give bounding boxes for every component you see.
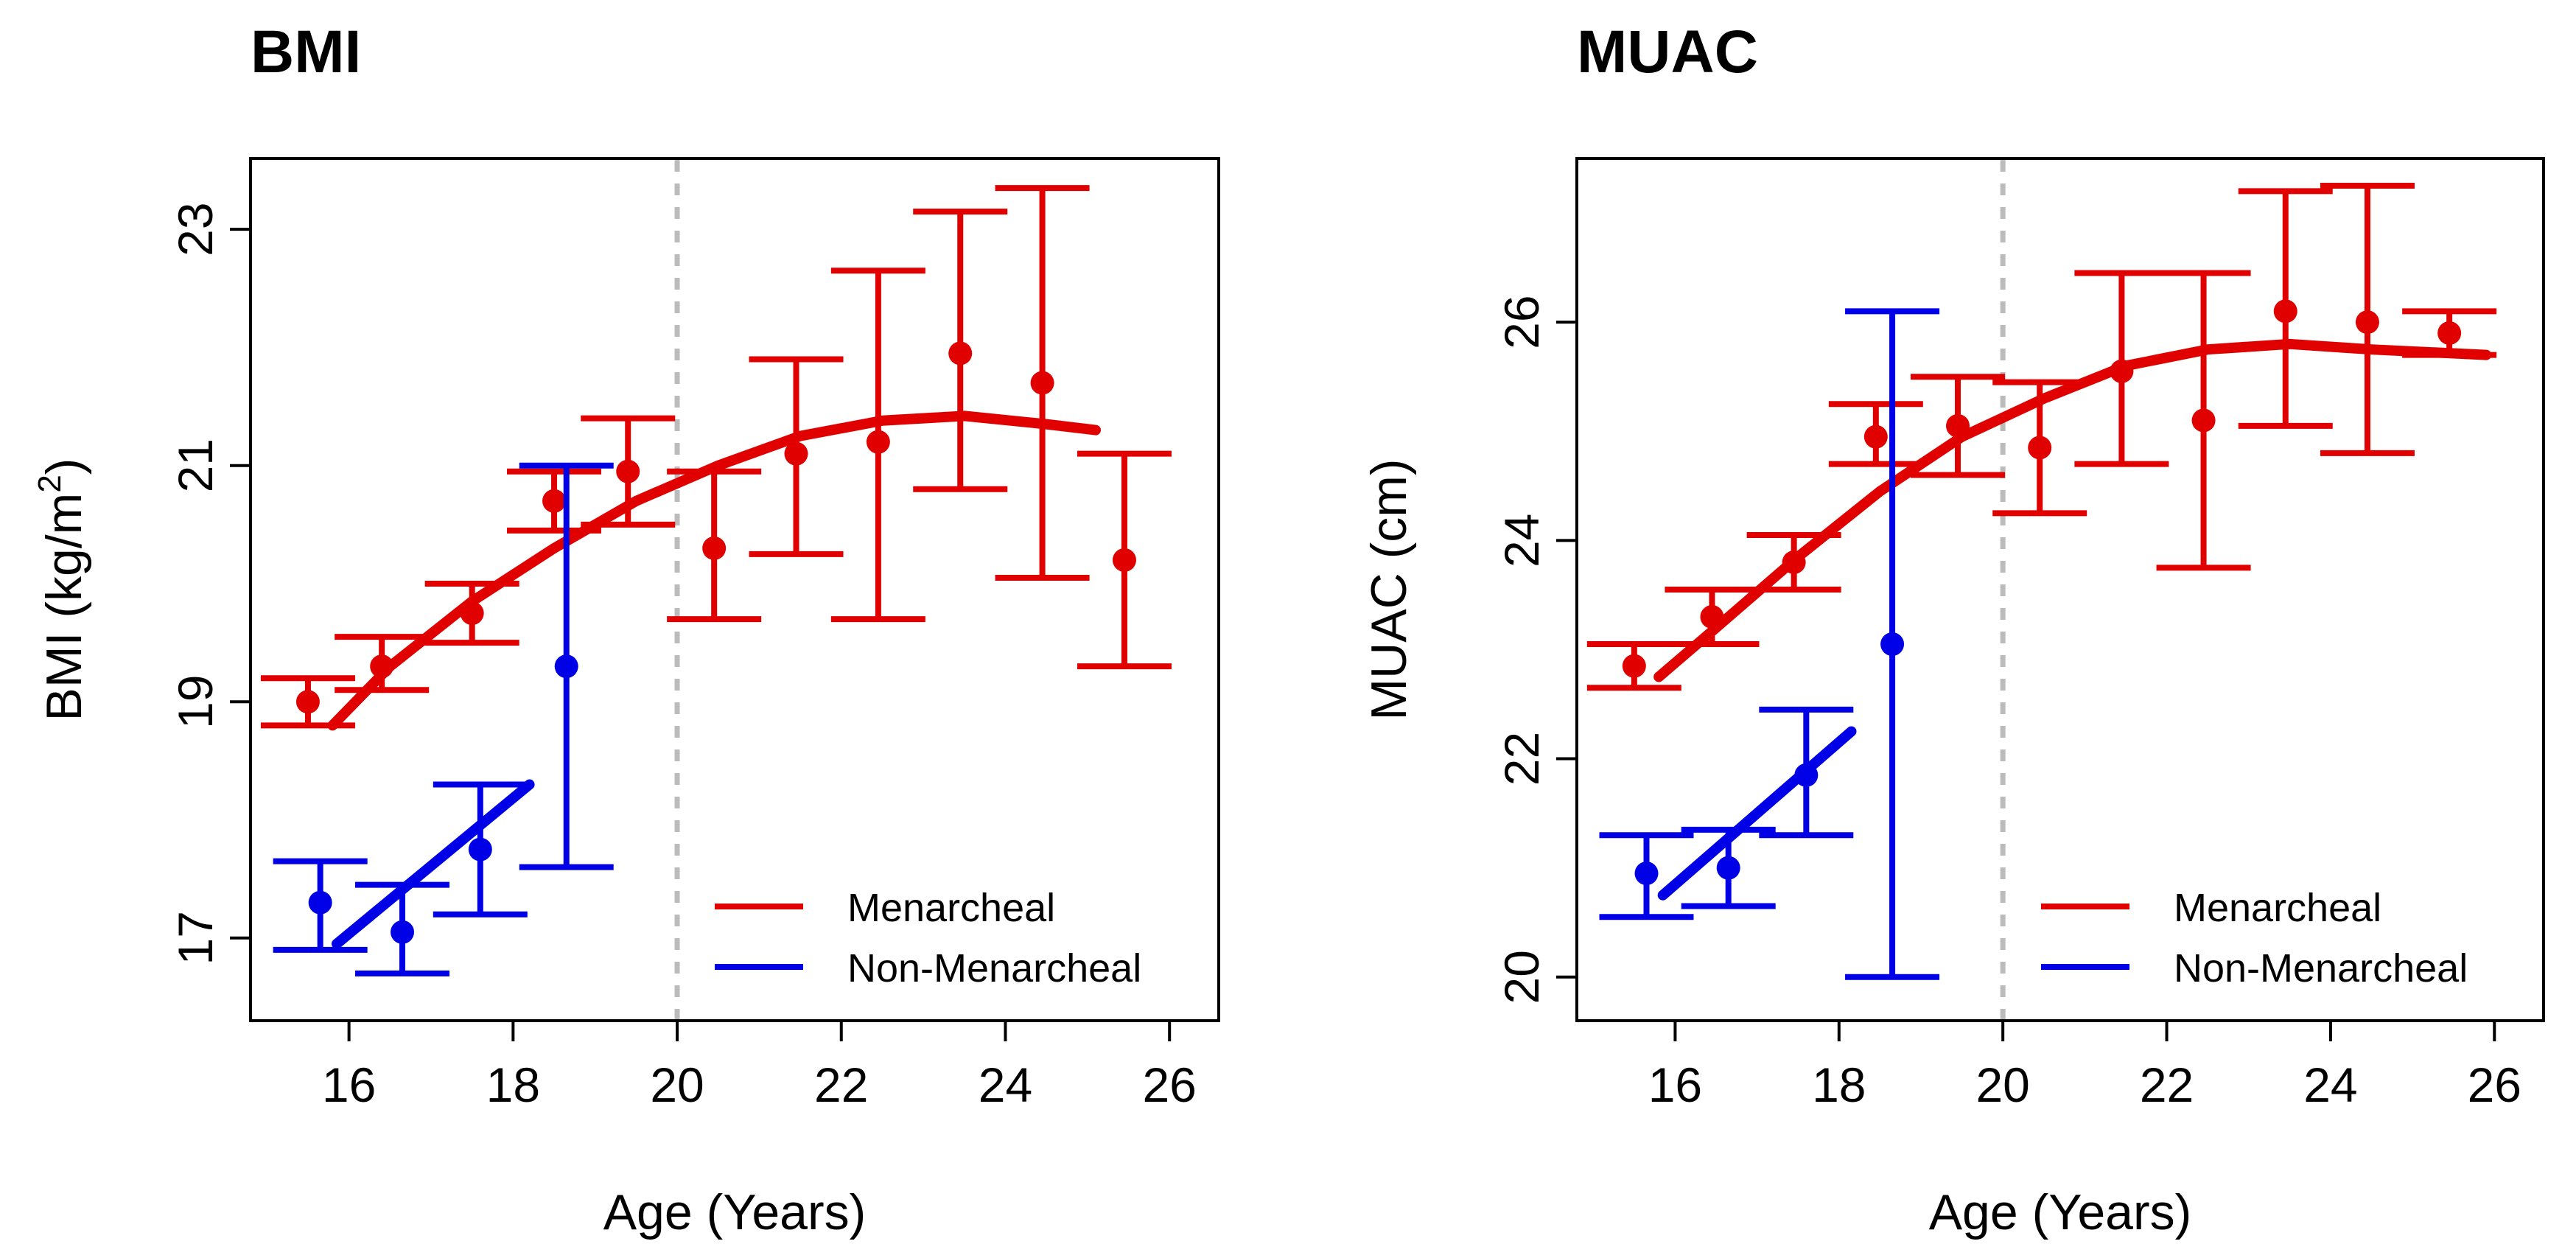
muac-y-axis: 20 22 24 26 <box>1494 295 1577 1004</box>
muac-menarcheal-point-2 <box>1700 605 1724 629</box>
bmi-chart: BMI 16 18 20 22 24 26 17 19 21 23 Age (Years) BM… <box>32 18 1220 1240</box>
bmi-menarcheal-point-5 <box>616 459 640 483</box>
bmi-x-tick-label-18: 18 <box>486 1058 540 1112</box>
bmi-menarcheal-point-6 <box>702 536 727 560</box>
bmi-menarcheal-point-3 <box>460 601 484 626</box>
muac-non-menarcheal-fit-line <box>1657 726 1857 901</box>
muac-x-tick-label-16: 16 <box>1648 1058 1702 1112</box>
muac-x-tick-label-20: 20 <box>1975 1058 2029 1112</box>
bmi-legend: Menarcheal Non-Menarcheal <box>715 886 1141 990</box>
bmi-marks <box>260 185 1172 976</box>
muac-non-menarcheal-point-4 <box>1880 632 1905 657</box>
muac-menarcheal-fit-line <box>1653 338 2492 682</box>
muac-non-menarcheal-point-3 <box>1794 763 1819 787</box>
muac-menarcheal-point-9 <box>2273 299 2297 324</box>
muac-menarcheal-point-11 <box>2437 321 2462 345</box>
bmi-y-axis-label: BMI (kg/m2) <box>32 458 92 721</box>
muac-y-tick-label-22: 22 <box>1494 732 1549 786</box>
bmi-y-axis: 17 19 21 23 <box>168 202 251 965</box>
bmi-x-tick-label-22: 22 <box>814 1058 868 1112</box>
bmi-y-tick-label-17: 17 <box>168 911 223 965</box>
muac-y-tick-label-24: 24 <box>1494 514 1549 567</box>
bmi-non-menarcheal-fit-line <box>331 779 535 949</box>
muac-x-axis: 16 18 20 22 24 26 <box>1648 1021 2521 1112</box>
bmi-x-tick-label-16: 16 <box>322 1058 376 1112</box>
bmi-y-axis-label-sup: 2 <box>32 475 68 492</box>
bmi-plot-frame <box>249 157 1220 1022</box>
bmi-menarcheal-point-1 <box>295 690 320 714</box>
bmi-legend-label-non-menarcheal: Non-Menarcheal <box>847 946 1141 990</box>
muac-legend: Menarcheal Non-Menarcheal <box>2041 886 2468 990</box>
bmi-y-axis-label-main: BMI (kg/m <box>36 493 92 721</box>
muac-menarcheal-point-4 <box>1863 424 1888 449</box>
muac-plot-frame <box>1575 157 2545 1022</box>
muac-x-tick-label-26: 26 <box>2468 1058 2521 1112</box>
muac-y-tick-label-26: 26 <box>1494 295 1549 349</box>
muac-non-menarcheal-point-1 <box>1634 862 1659 886</box>
muac-chart: MUAC 16 18 20 22 24 26 20 22 24 26 Age (Years) M… <box>1361 18 2545 1240</box>
bmi-x-axis-label: Age (Years) <box>603 1184 867 1240</box>
muac-menarcheal-point-8 <box>2191 408 2216 433</box>
bmi-y-tick-label-19: 19 <box>168 675 223 729</box>
muac-marks <box>1586 183 2497 980</box>
muac-x-axis-label: Age (Years) <box>1929 1184 2192 1240</box>
muac-menarcheal-point-1 <box>1622 654 1646 678</box>
muac-chart-title: MUAC <box>1577 18 1758 85</box>
bmi-menarcheal-fit-line <box>327 410 1101 731</box>
muac-menarcheal-point-3 <box>1782 550 1806 574</box>
bmi-menarcheal-point-7 <box>784 441 808 466</box>
muac-menarcheal-point-10 <box>2355 310 2379 335</box>
bmi-menarcheal-point-8 <box>866 430 890 454</box>
bmi-y-tick-label-21: 21 <box>168 438 223 492</box>
bmi-non-menarcheal-point-1 <box>308 890 332 915</box>
bmi-menarcheal-point-10 <box>1030 371 1054 395</box>
bmi-menarcheal-point-4 <box>542 489 567 513</box>
muac-y-axis-label: MUAC (cm) <box>1361 458 1417 720</box>
bmi-y-tick-label-23: 23 <box>168 202 223 256</box>
muac-legend-label-menarcheal: Menarcheal <box>2174 886 2381 930</box>
muac-legend-label-non-menarcheal: Non-Menarcheal <box>2174 946 2468 990</box>
bmi-menarcheal-point-9 <box>948 341 973 366</box>
bmi-x-tick-label-24: 24 <box>979 1058 1032 1112</box>
muac-menarcheal-point-6 <box>2028 436 2052 460</box>
bmi-x-tick-label-20: 20 <box>650 1058 704 1112</box>
muac-x-tick-label-22: 22 <box>2140 1058 2194 1112</box>
muac-x-tick-label-24: 24 <box>2303 1058 2357 1112</box>
muac-x-tick-label-18: 18 <box>1812 1058 1866 1112</box>
muac-menarcheal-point-5 <box>1946 413 1970 438</box>
bmi-non-menarcheal-point-4 <box>554 654 578 679</box>
bmi-non-menarcheal-point-3 <box>468 837 492 862</box>
bmi-non-menarcheal-point-2 <box>391 920 415 944</box>
bmi-legend-label-menarcheal: Menarcheal <box>847 886 1055 930</box>
bmi-menarcheal-point-11 <box>1112 548 1136 572</box>
bmi-y-axis-label-close: ) <box>36 458 92 475</box>
bmi-chart-title: BMI <box>251 18 361 85</box>
bmi-x-tick-label-26: 26 <box>1142 1058 1196 1112</box>
muac-menarcheal-point-7 <box>2110 359 2134 383</box>
muac-non-menarcheal-point-2 <box>1716 856 1740 880</box>
bmi-menarcheal-point-2 <box>370 654 394 679</box>
bmi-x-axis: 16 18 20 22 24 26 <box>322 1021 1197 1112</box>
muac-y-tick-label-20: 20 <box>1494 950 1549 1004</box>
